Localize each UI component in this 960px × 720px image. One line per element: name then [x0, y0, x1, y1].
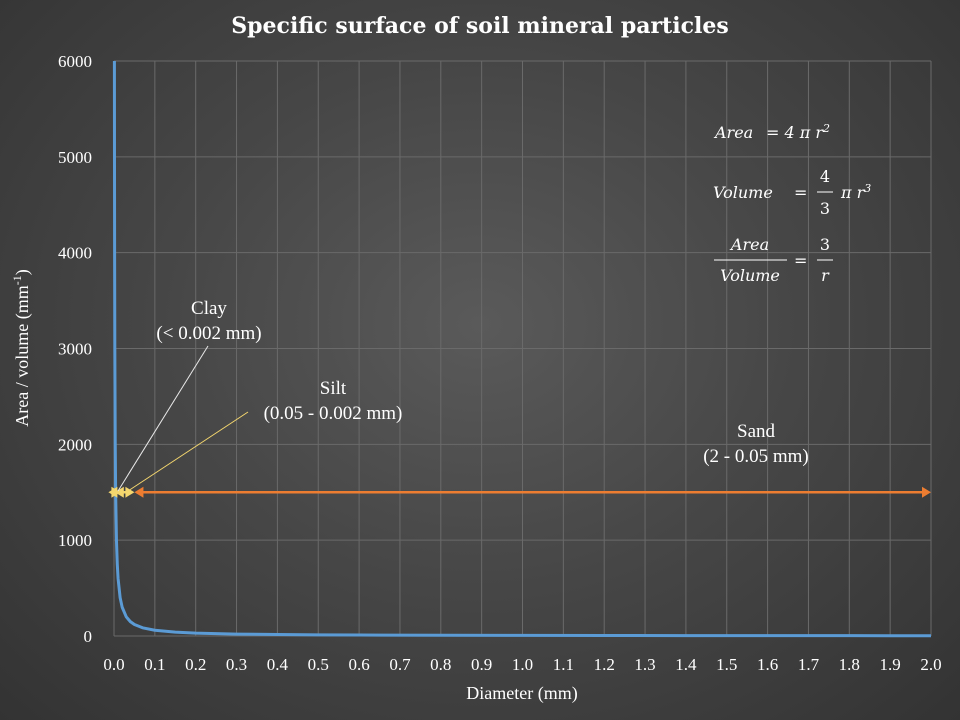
silt-leader-line — [127, 411, 249, 492]
formula-area: Area = 4 π r2 — [713, 122, 830, 143]
y-tick-label: 6000 — [58, 52, 92, 71]
svg-text:Volume: Volume — [720, 266, 780, 285]
y-tick-label: 0 — [84, 627, 93, 646]
x-tick-label: 0.6 — [348, 655, 369, 674]
x-tick-label: 0.0 — [103, 655, 124, 674]
svg-text:Area: Area — [713, 123, 753, 142]
x-tick-label: 1.1 — [553, 655, 574, 674]
svg-text:4: 4 — [820, 167, 830, 186]
y-tick-label: 4000 — [58, 244, 92, 263]
x-tick-label: 1.6 — [757, 655, 778, 674]
svg-text:=: = — [794, 183, 807, 202]
x-tick-label: 0.8 — [430, 655, 451, 674]
x-tick-label: 0.1 — [144, 655, 165, 674]
series-layer — [112, 60, 932, 638]
y-tick-label: 5000 — [58, 148, 92, 167]
svg-text:r: r — [821, 266, 830, 285]
arrow-head — [114, 486, 124, 498]
silt-label: Silt — [320, 378, 347, 399]
x-tick-label: 1.4 — [675, 655, 697, 674]
x-tick-label: 0.7 — [389, 655, 411, 674]
svg-text:3: 3 — [820, 199, 830, 218]
arrow-head — [134, 486, 144, 498]
svg-text:π r3: π r3 — [840, 182, 871, 203]
sand-range-label: (2 - 0.05 mm) — [703, 446, 809, 467]
range-layer — [108, 486, 931, 498]
x-tick-label: 1.5 — [716, 655, 737, 674]
arrow-head — [922, 486, 931, 498]
y-tick-label: 1000 — [58, 531, 92, 550]
x-axis-label: Diameter (mm) — [466, 683, 577, 704]
y-tick-label: 2000 — [58, 435, 92, 454]
svg-text:3: 3 — [820, 235, 830, 254]
arrow-head — [125, 486, 135, 498]
clay-leader-line — [117, 345, 209, 492]
x-tick-label: 1.2 — [594, 655, 615, 674]
x-tick-label: 1.0 — [512, 655, 533, 674]
x-tick-label: 2.0 — [920, 655, 941, 674]
silt-range-label: (0.05 - 0.002 mm) — [264, 403, 403, 424]
sand-label: Sand — [737, 421, 776, 442]
svg-text:= 4 π r2: = 4 π r2 — [766, 122, 830, 143]
chart-title: Specific surface of soil mineral particl… — [231, 13, 728, 39]
x-tick-label: 0.5 — [308, 655, 329, 674]
x-tick-label: 0.4 — [267, 655, 289, 674]
svg-text:Volume: Volume — [713, 183, 773, 202]
y-axis-label: Area / volume (mm-1) — [10, 269, 33, 426]
clay-label: Clay — [191, 298, 227, 319]
clay-range-label: (< 0.002 mm) — [156, 323, 261, 344]
x-tick-label: 1.9 — [880, 655, 901, 674]
x-tick-label: 1.3 — [634, 655, 655, 674]
grid-layer — [113, 60, 932, 637]
x-tick-label: 0.2 — [185, 655, 206, 674]
series-line — [112, 60, 932, 638]
x-tick-label: 1.7 — [798, 655, 820, 674]
x-tick-labels: 0.0 0.1 0.2 0.3 0.4 0.5 0.6 0.7 0.8 0.9 1.0 1.1 1.2 1… — [103, 655, 941, 674]
y-tick-labels: 0 1000 2000 3000 4000 5000 6000 — [58, 52, 92, 646]
x-tick-label: 1.8 — [839, 655, 860, 674]
x-tick-label: 0.3 — [226, 655, 247, 674]
formula-volume: Volume = 4 3 π r3 — [713, 167, 871, 218]
formula-ratio: Area Volume = 3 r — [714, 235, 833, 285]
svg-text:Area: Area — [729, 235, 769, 254]
y-tick-label: 3000 — [58, 340, 92, 359]
x-tick-label: 0.9 — [471, 655, 492, 674]
svg-text:=: = — [794, 251, 807, 270]
